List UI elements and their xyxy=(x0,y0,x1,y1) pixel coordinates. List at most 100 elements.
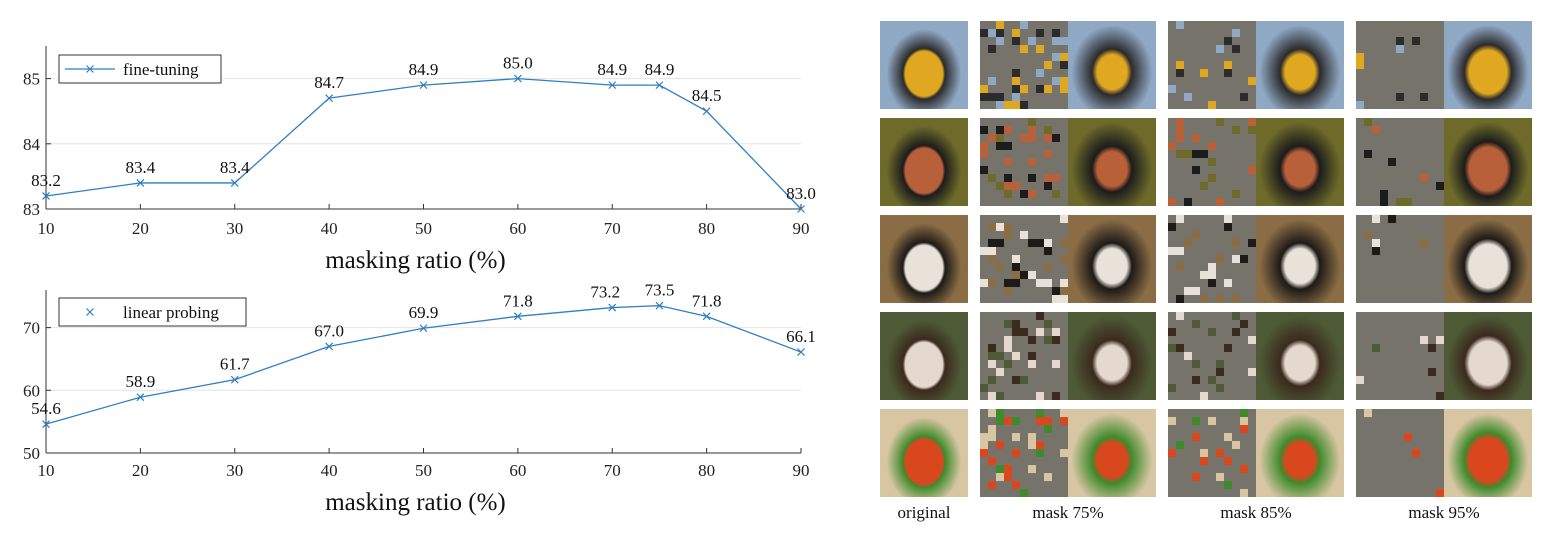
visible-patch xyxy=(1036,392,1044,400)
visible-patch xyxy=(1044,85,1052,93)
visible-patch xyxy=(1224,433,1232,441)
visible-patch xyxy=(1192,417,1200,425)
visible-patch xyxy=(1436,489,1444,497)
visible-patch xyxy=(1200,182,1208,190)
visible-patch xyxy=(988,29,996,37)
data-point-marker xyxy=(702,312,711,321)
visible-patch xyxy=(1216,384,1224,392)
visible-patch xyxy=(1232,441,1240,449)
visible-patch xyxy=(1052,392,1060,400)
visible-patch xyxy=(1044,417,1052,425)
visible-patch xyxy=(1012,352,1020,360)
visible-patch xyxy=(1176,295,1184,303)
visible-patch xyxy=(1168,417,1176,425)
data-point-marker xyxy=(513,312,522,321)
visible-patch xyxy=(1200,449,1208,457)
visible-patch xyxy=(980,85,988,93)
reconstruction-image xyxy=(1444,118,1532,206)
reconstruction-image xyxy=(1256,118,1344,206)
visible-patch xyxy=(1052,77,1060,85)
visible-patch xyxy=(1216,255,1224,263)
visible-patch xyxy=(1004,190,1012,198)
visible-patch xyxy=(1184,352,1192,360)
mask-pair xyxy=(1168,409,1344,497)
x-tick-label: 50 xyxy=(415,461,432,480)
visible-patch xyxy=(1184,198,1192,206)
visible-patch xyxy=(1396,93,1404,101)
visible-patch xyxy=(980,93,988,101)
visible-patch xyxy=(1176,118,1184,126)
x-tick-label: 90 xyxy=(793,461,810,480)
mask-pair xyxy=(1168,21,1344,109)
reconstruction-image xyxy=(1256,215,1344,303)
mask-pair xyxy=(980,118,1156,206)
mask-pair xyxy=(1168,215,1344,303)
reconstruction-image xyxy=(1444,312,1532,400)
data-label: 73.2 xyxy=(590,283,620,302)
visible-patch xyxy=(1224,215,1232,223)
visible-patch xyxy=(1012,433,1020,441)
data-point-marker xyxy=(325,94,334,103)
visible-patch xyxy=(1060,77,1068,85)
visible-patch xyxy=(1436,392,1444,400)
visible-patch xyxy=(1248,166,1256,174)
x-tick-label: 60 xyxy=(509,219,526,238)
data-point-marker xyxy=(136,178,145,187)
visible-patch xyxy=(996,21,1004,29)
visible-patch xyxy=(1052,29,1060,37)
visible-patch xyxy=(1168,384,1176,392)
data-label: 84.9 xyxy=(645,60,675,79)
visible-patch xyxy=(988,376,996,384)
visible-patch xyxy=(1240,489,1248,497)
x-tick-label: 50 xyxy=(415,219,432,238)
visible-patch xyxy=(1028,271,1036,279)
x-axis-label: masking ratio (%) xyxy=(325,247,506,274)
visible-patch xyxy=(1372,215,1380,223)
visible-patch xyxy=(1208,142,1216,150)
visible-patch xyxy=(1420,174,1428,182)
visible-patch xyxy=(1020,101,1028,109)
visible-patch xyxy=(1208,101,1216,109)
masked-image xyxy=(980,215,1068,303)
visible-patch xyxy=(1208,263,1216,271)
visible-patch xyxy=(1184,93,1192,101)
visible-patch xyxy=(1372,126,1380,134)
visible-patch xyxy=(1176,150,1184,158)
visible-patch xyxy=(1044,263,1052,271)
visible-patch xyxy=(1036,85,1044,93)
visible-patch xyxy=(1176,215,1184,223)
visible-patch xyxy=(1044,61,1052,69)
visible-patch xyxy=(1020,190,1028,198)
data-point-marker xyxy=(608,303,617,312)
visible-patch xyxy=(1396,37,1404,45)
data-label: 71.8 xyxy=(503,291,533,310)
visible-patch xyxy=(1208,328,1216,336)
visible-patch xyxy=(1012,255,1020,263)
visible-patch xyxy=(1436,336,1444,344)
visible-patch xyxy=(988,481,996,489)
visible-patch xyxy=(1020,85,1028,93)
visible-patch xyxy=(1020,376,1028,384)
mask-pair xyxy=(1356,312,1532,400)
visible-patch xyxy=(1192,473,1200,481)
visible-patch xyxy=(1036,409,1044,417)
visible-patch xyxy=(1232,29,1240,37)
visible-patch xyxy=(1004,417,1012,425)
visible-patch xyxy=(1168,328,1176,336)
visible-patch xyxy=(1168,449,1176,457)
original-image xyxy=(880,21,968,109)
visible-patch xyxy=(1012,77,1020,85)
visible-patch xyxy=(1232,312,1240,320)
visible-patch xyxy=(1020,45,1028,53)
visible-patch xyxy=(996,441,1004,449)
y-tick-label: 84 xyxy=(23,135,41,154)
visible-patch xyxy=(1060,295,1068,303)
visible-patch xyxy=(1060,61,1068,69)
mask-pair xyxy=(980,21,1156,109)
visible-patch xyxy=(1364,231,1372,239)
visible-patch xyxy=(1004,360,1012,368)
visible-patch xyxy=(1240,320,1248,328)
visible-patch xyxy=(1168,142,1176,150)
visible-patch xyxy=(1216,368,1224,376)
data-point-marker xyxy=(42,420,50,429)
